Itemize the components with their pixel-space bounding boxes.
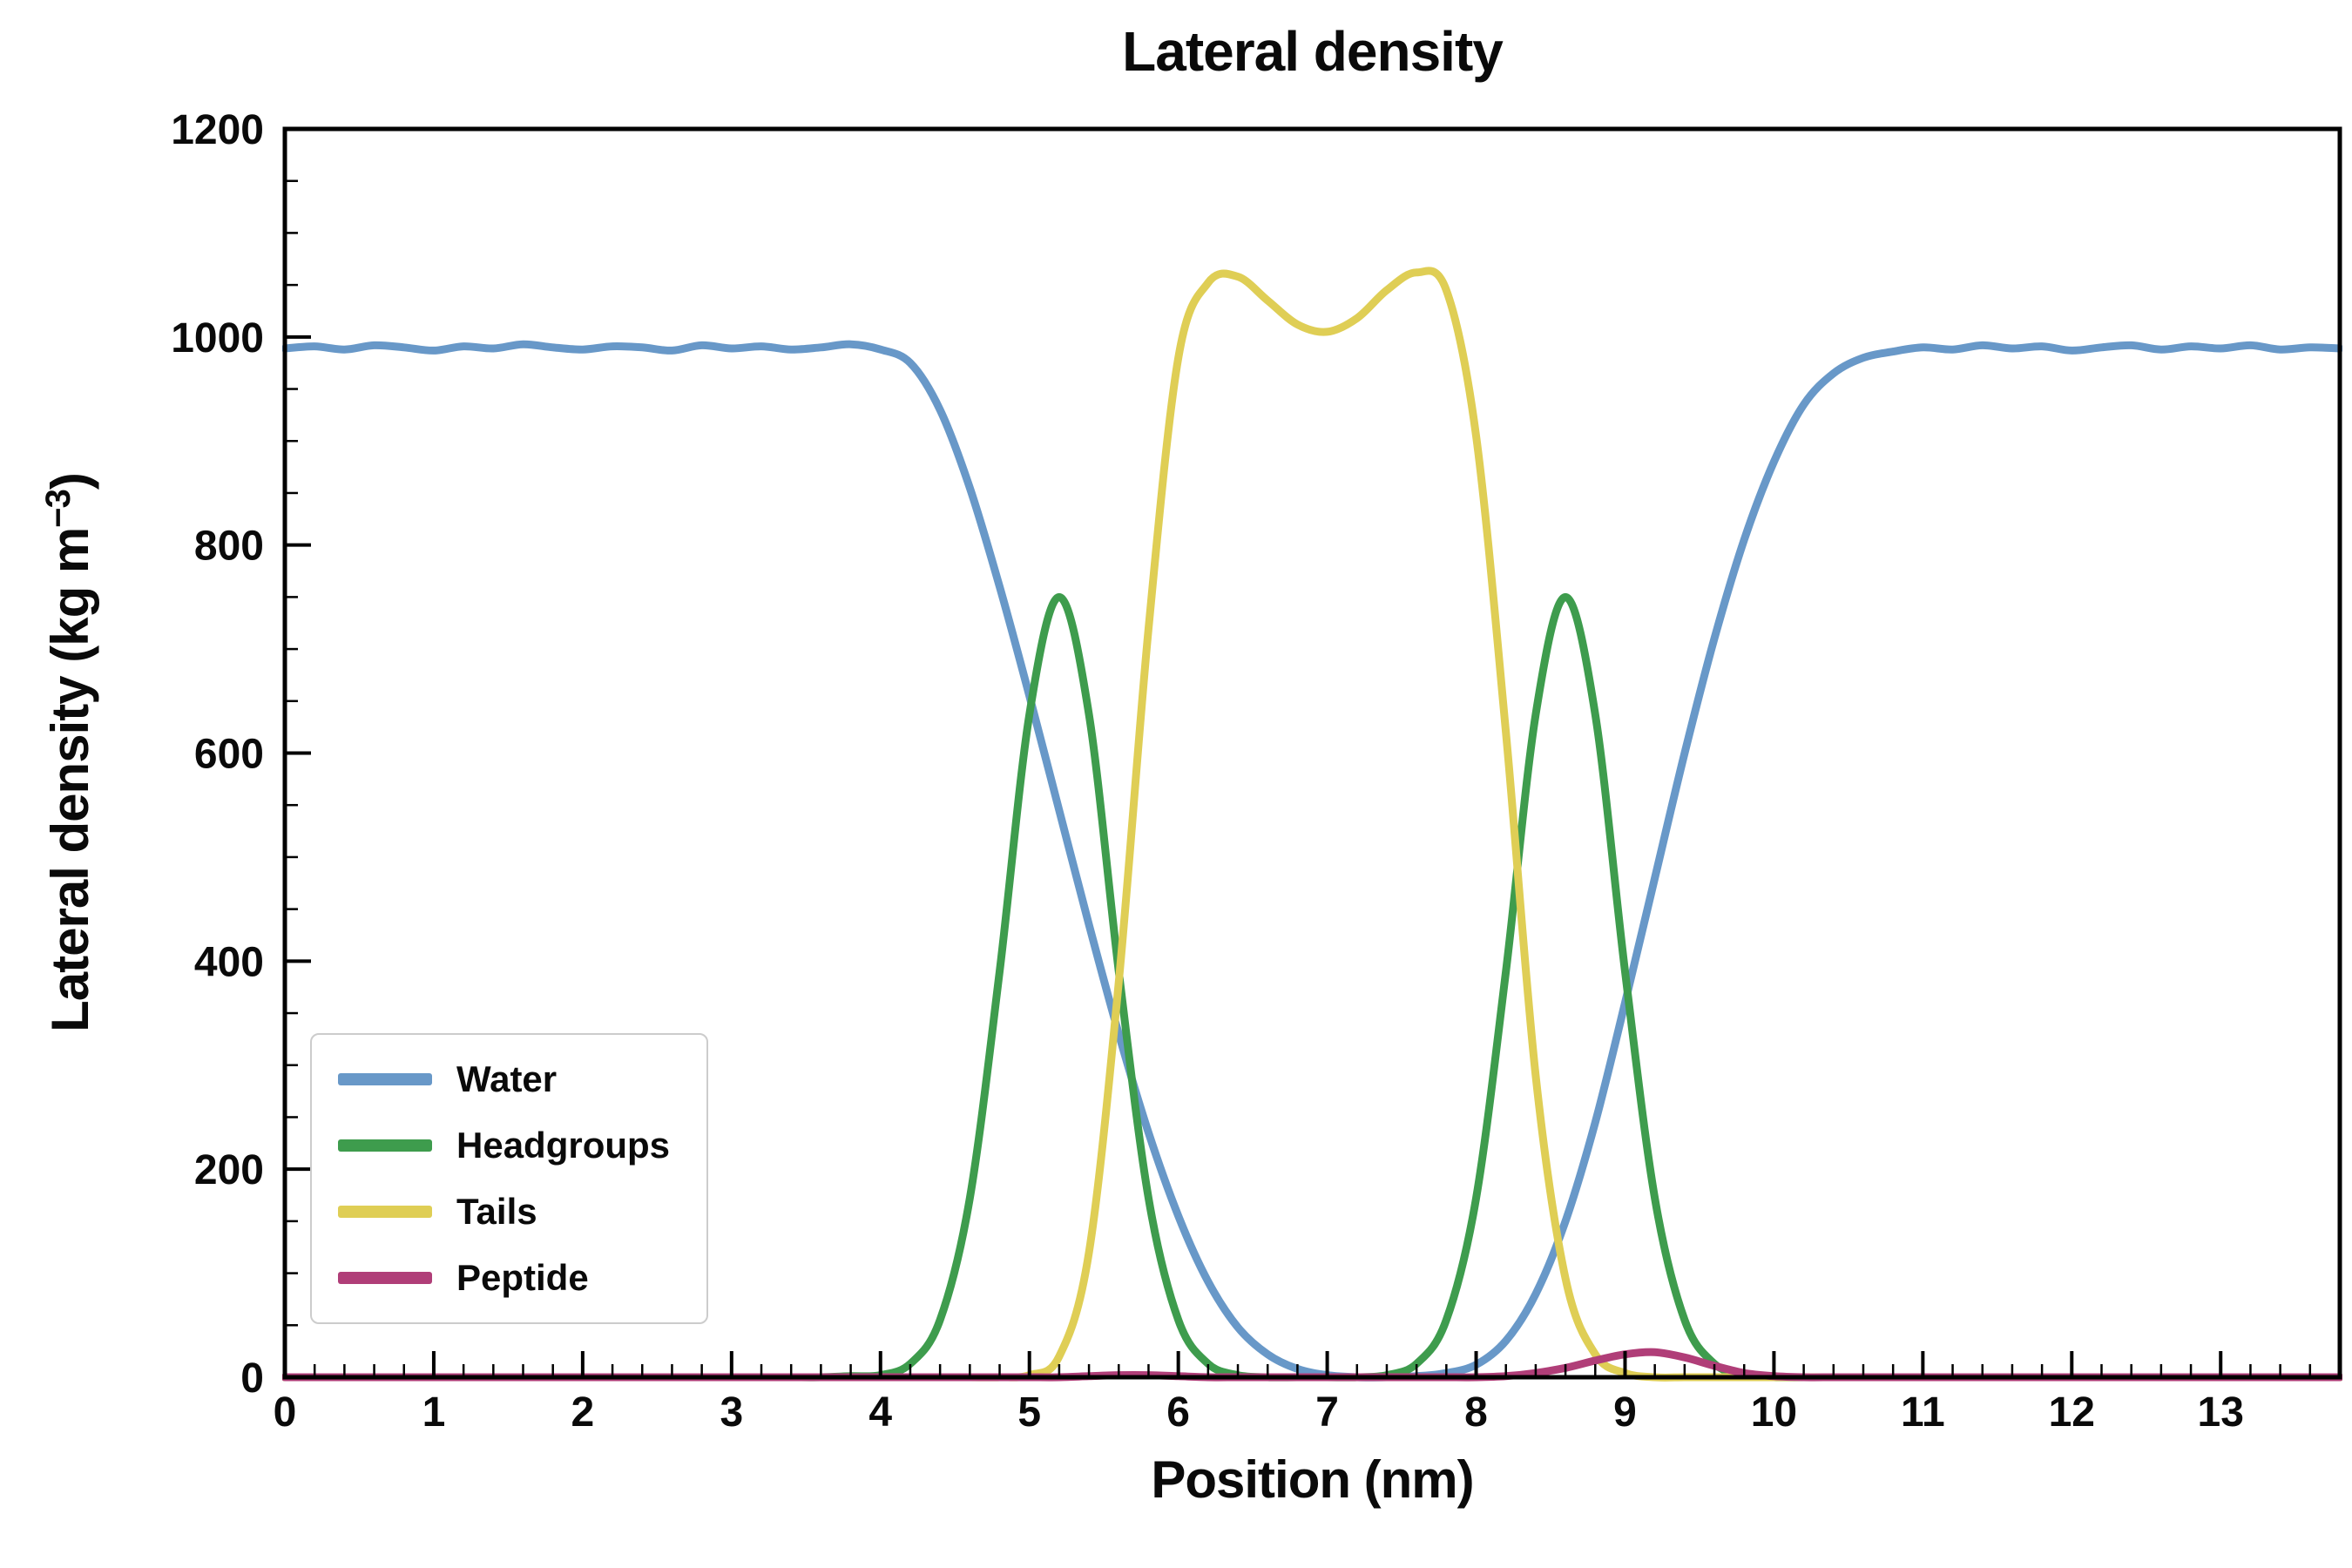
- x-tick-label: 1: [422, 1389, 446, 1436]
- y-axis-label-text: Lateral density (kg m: [41, 527, 99, 1032]
- y-axis-label: Lateral density (kg m−3): [39, 473, 100, 1032]
- x-tick-label: 10: [1751, 1389, 1797, 1436]
- x-axis-label: Position (nm): [1151, 1450, 1474, 1509]
- y-axis-label-superscript: −3: [39, 490, 78, 528]
- legend-entry-peptide: Peptide: [338, 1260, 670, 1296]
- legend-label-peptide: Peptide: [456, 1257, 589, 1298]
- x-tick-label: 6: [1166, 1389, 1190, 1436]
- y-tick-label: 400: [194, 939, 264, 985]
- x-tick-label: 3: [720, 1389, 743, 1436]
- series-line-peptide: [282, 1348, 2342, 1382]
- x-tick-label: 13: [2198, 1389, 2244, 1436]
- legend-label-water: Water: [456, 1058, 558, 1099]
- x-tick-label: 7: [1315, 1389, 1339, 1436]
- x-tick-label: 12: [2049, 1389, 2095, 1436]
- x-axis-major-ticks: [283, 1351, 2223, 1377]
- y-tick-labels: 0 200 400 600 800 1000 1200: [171, 107, 264, 1402]
- legend-label-headgroups: Headgroups: [456, 1125, 671, 1166]
- x-tick-label: 4: [868, 1389, 892, 1436]
- x-tick-label: 9: [1613, 1389, 1637, 1436]
- y-tick-label: 200: [194, 1147, 264, 1193]
- legend-swatch-water: [338, 1073, 432, 1085]
- legend-swatch-tails: [338, 1206, 432, 1218]
- legend-swatch-headgroups: [338, 1139, 432, 1152]
- legend-entry-water: Water: [338, 1061, 670, 1098]
- plot-frame: [282, 126, 2342, 1380]
- y-axis-major-ticks: [285, 127, 311, 1379]
- x-tick-label: 8: [1464, 1389, 1488, 1436]
- y-tick-label: 1200: [171, 107, 264, 153]
- legend-entry-headgroups: Headgroups: [338, 1127, 670, 1164]
- y-tick-label: 600: [194, 732, 264, 778]
- chart-title: Lateral density: [1122, 20, 1504, 83]
- x-tick-label: 0: [274, 1389, 297, 1436]
- x-tick-labels: 0 1 2 3 4 5 6 7 8 9 10 11 12 13: [274, 1389, 2244, 1436]
- y-tick-label: 1000: [171, 315, 264, 362]
- x-tick-label: 11: [1901, 1389, 1945, 1436]
- legend: Water Headgroups Tails Peptide: [310, 1033, 709, 1324]
- x-tick-label: 2: [571, 1389, 595, 1436]
- legend-label-tails: Tails: [456, 1191, 537, 1232]
- x-tick-label: 5: [1017, 1389, 1041, 1436]
- legend-entry-tails: Tails: [338, 1193, 670, 1230]
- y-tick-label: 800: [194, 524, 264, 570]
- y-axis-label-close: ): [41, 473, 99, 490]
- legend-swatch-peptide: [338, 1272, 432, 1284]
- series-line-water: [282, 340, 2342, 1382]
- y-tick-label: 0: [240, 1355, 264, 1402]
